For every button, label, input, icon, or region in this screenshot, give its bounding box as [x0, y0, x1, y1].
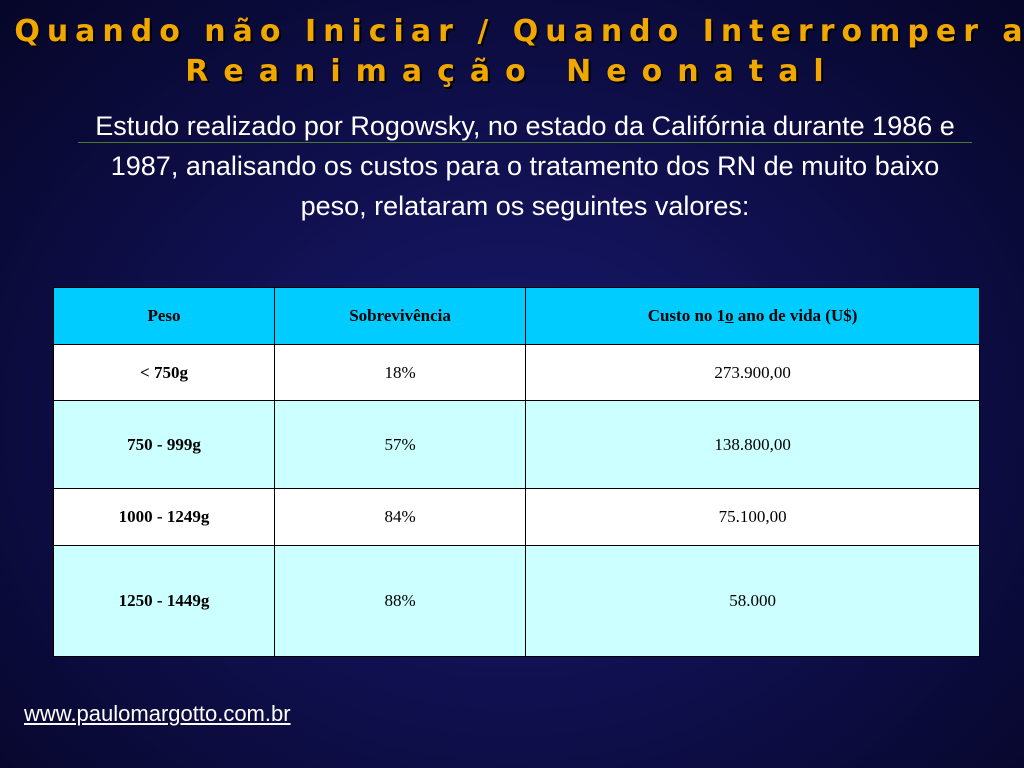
cost-table: Peso Sobrevivência Custo no 1o ano de vi… — [53, 287, 980, 657]
cell-custo: 58.000 — [525, 545, 980, 657]
header-sobrevivencia: Sobrevivência — [273, 287, 527, 345]
cell-sobrevivencia: 18% — [273, 344, 527, 401]
cell-peso: 1000 - 1249g — [53, 488, 275, 546]
header-peso: Peso — [53, 287, 275, 345]
footer-website-link[interactable]: www.paulomargotto.com.br — [24, 701, 291, 726]
cell-custo: 75.100,00 — [525, 488, 980, 546]
table-row: 750 - 999g 57% 138.800,00 — [53, 400, 980, 489]
header-custo: Custo no 1o ano de vida (U$) — [525, 287, 980, 345]
title-divider — [78, 142, 972, 143]
cell-sobrevivencia: 88% — [273, 545, 527, 657]
cell-peso: 750 - 999g — [53, 400, 275, 489]
header-custo-prefix: Custo no 1 — [647, 306, 726, 325]
cell-custo: 138.800,00 — [525, 400, 980, 489]
table-row: 1000 - 1249g 84% 75.100,00 — [53, 488, 980, 546]
intro-paragraph: Estudo realizado por Rogowsky, no estado… — [95, 111, 955, 221]
header-custo-ordinal: o — [725, 306, 734, 325]
table-row: < 750g 18% 273.900,00 — [53, 344, 980, 401]
slide-title-line-1: Quando não Iniciar / Quando Interromper … — [14, 14, 1024, 49]
header-custo-suffix: ano de vida (U$) — [733, 306, 858, 325]
slide-title-line-2: Reanimação Neonatal — [185, 54, 839, 89]
cell-peso: < 750g — [53, 344, 275, 401]
cell-custo: 273.900,00 — [525, 344, 980, 401]
table-row: 1250 - 1449g 88% 58.000 — [53, 545, 980, 657]
table-header-row: Peso Sobrevivência Custo no 1o ano de vi… — [53, 287, 980, 345]
cell-sobrevivencia: 84% — [273, 488, 527, 546]
cell-peso: 1250 - 1449g — [53, 545, 275, 657]
cell-sobrevivencia: 57% — [273, 400, 527, 489]
